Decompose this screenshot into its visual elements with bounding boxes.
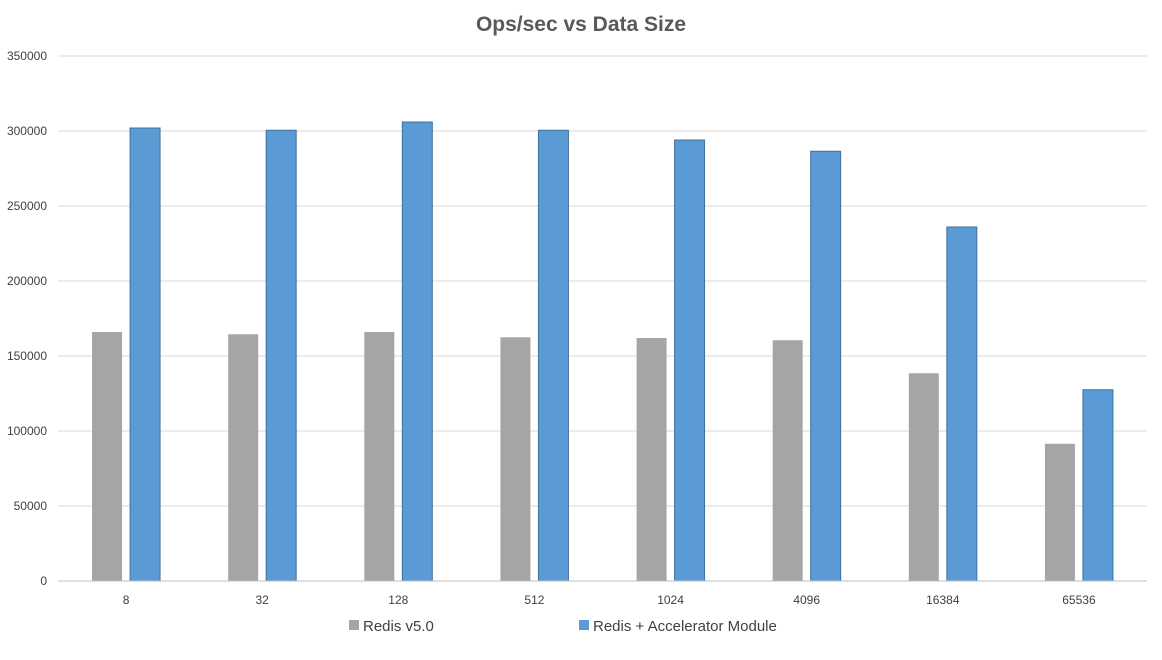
bar-accelerator — [674, 139, 706, 582]
bar-redis — [772, 340, 803, 581]
legend-swatch — [349, 620, 359, 630]
bar-accelerator — [129, 127, 161, 582]
x-tick-label: 32 — [256, 593, 270, 607]
chart-title: Ops/sec vs Data Size — [476, 13, 686, 36]
x-tick-label: 8 — [123, 593, 130, 607]
bar-accelerator — [946, 226, 978, 582]
y-tick-label: 100000 — [7, 424, 47, 438]
y-tick-label: 50000 — [14, 499, 48, 513]
bar-redis — [92, 332, 123, 581]
y-tick-label: 300000 — [7, 124, 47, 138]
gridlines — [58, 55, 1147, 507]
x-tick-label: 512 — [524, 593, 544, 607]
bar-accelerator — [537, 129, 569, 582]
x-tick-label: 128 — [388, 593, 408, 607]
bar-accelerator — [810, 150, 842, 582]
bar-redis — [636, 338, 667, 581]
bar-redis — [908, 373, 939, 581]
bar-accelerator — [401, 121, 433, 582]
x-tick-label: 16384 — [926, 593, 960, 607]
legend-swatch — [579, 620, 589, 630]
legend-label: Redis v5.0 — [363, 618, 434, 635]
bar-accelerator — [265, 129, 297, 582]
y-axis-ticks: 0 50000 100000 150000 200000 250000 300000 3500… — [7, 49, 47, 588]
x-tick-label: 1024 — [657, 593, 684, 607]
y-tick-label: 250000 — [7, 199, 47, 213]
x-tick-label: 65536 — [1062, 593, 1096, 607]
bars — [92, 121, 1114, 582]
legend: Redis v5.0 Redis + Accelerator Module — [349, 618, 777, 635]
bar-redis — [500, 337, 531, 581]
bar-redis — [228, 334, 259, 581]
bar-accelerator — [1082, 389, 1114, 582]
x-tick-label: 4096 — [793, 593, 820, 607]
y-tick-label: 350000 — [7, 49, 47, 63]
y-tick-label: 150000 — [7, 349, 47, 363]
bar-redis — [1044, 443, 1075, 581]
bar-redis — [364, 332, 395, 581]
y-tick-label: 0 — [40, 574, 47, 588]
y-tick-label: 200000 — [7, 274, 47, 288]
x-axis-ticks: 8 32 128 512 1024 4096 16384 65536 — [123, 593, 1096, 607]
legend-label: Redis + Accelerator Module — [593, 618, 777, 635]
